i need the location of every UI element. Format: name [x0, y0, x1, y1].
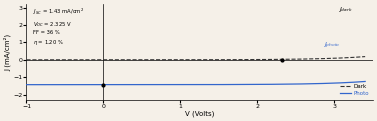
Text: $J_{photo}$: $J_{photo}$ [323, 40, 340, 51]
Text: $J_{SC}$ = 1.43 mA/cm$^2$
$V_{OC}$ = 2.325 V
FF = 36 %
$\eta$ = 1.20 %: $J_{SC}$ = 1.43 mA/cm$^2$ $V_{OC}$ = 2.3… [34, 7, 84, 47]
Y-axis label: J (mA/cm²): J (mA/cm²) [4, 33, 12, 71]
X-axis label: V (Volts): V (Volts) [185, 110, 215, 117]
Legend: Dark, Photo: Dark, Photo [339, 83, 370, 97]
Text: $J_{dark}$: $J_{dark}$ [338, 5, 353, 14]
